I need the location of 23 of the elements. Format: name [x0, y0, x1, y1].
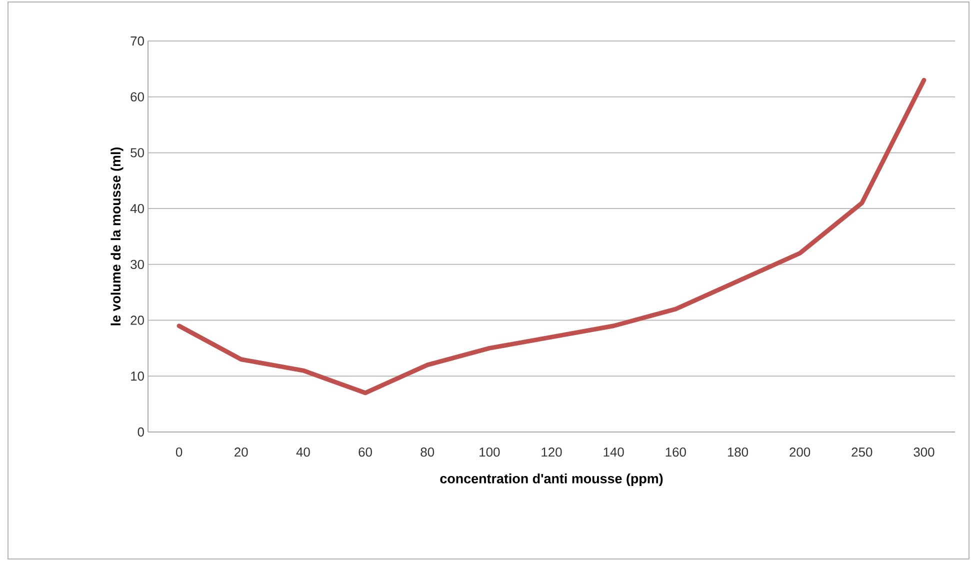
- x-tick-label: 60: [358, 448, 372, 457]
- x-tick-label: 40: [296, 448, 310, 457]
- x-tick-label: 300: [914, 448, 934, 457]
- x-tick-label: 160: [666, 448, 686, 457]
- y-tick-label: 60: [130, 92, 144, 102]
- y-tick-label: 70: [130, 36, 144, 46]
- x-tick-label: 180: [728, 448, 748, 457]
- x-tick-label: 140: [604, 448, 624, 457]
- y-tick-label: 50: [130, 148, 144, 158]
- x-tick-label: 120: [542, 448, 562, 457]
- x-tick-label: 250: [852, 448, 872, 457]
- x-tick-label: 80: [420, 448, 434, 457]
- y-tick-label: 0: [138, 427, 144, 437]
- x-axis-title: concentration d'anti mousse (ppm): [440, 474, 663, 486]
- y-tick-label: 10: [131, 372, 144, 381]
- x-tick-label: 100: [480, 448, 500, 457]
- y-tick-label: 40: [130, 204, 144, 214]
- y-tick-label: 30: [130, 260, 144, 269]
- x-tick-label: 20: [234, 448, 248, 457]
- y-axis-title: le volume de la mousse (ml): [110, 147, 124, 326]
- x-tick-label: 200: [790, 448, 810, 457]
- x-tick-label: 0: [176, 448, 182, 457]
- y-tick-label: 20: [130, 316, 144, 325]
